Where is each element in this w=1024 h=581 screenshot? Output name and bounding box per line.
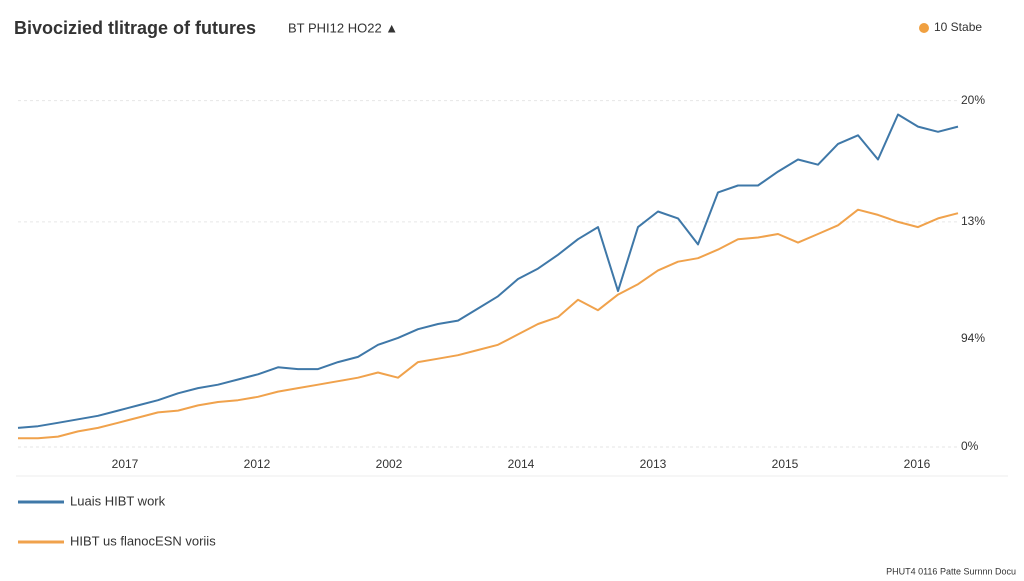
series-line (18, 208, 959, 440)
y-tick-label: 13% (961, 214, 985, 228)
chart-subtitle: BT PHI12 HO22 ▲ (288, 20, 398, 35)
chart-title: Bivocizied tlitrage of futures (14, 18, 256, 38)
y-tick-label: 0% (961, 439, 979, 453)
x-tick-label: 2013 (640, 457, 667, 471)
axis-annotation: 94% (961, 331, 985, 345)
legend-label: HIBT us flanocESN voriis (70, 533, 216, 548)
x-tick-label: 2012 (244, 457, 271, 471)
x-tick-label: 2017 (112, 457, 139, 471)
series-line (17, 113, 959, 429)
footer: PHUT4 0116 Patte Surnnn Docu (886, 566, 1016, 576)
x-tick-label: 2002 (376, 457, 403, 471)
legend-badge-dot (919, 23, 929, 33)
x-tick-label: 2014 (508, 457, 535, 471)
y-tick-label: 20% (961, 93, 985, 107)
x-tick-label: 2015 (772, 457, 799, 471)
legend-label: Luais HIBT work (70, 493, 166, 508)
x-tick-label: 2016 (904, 457, 931, 471)
legend-badge: 10 Stabe (934, 20, 982, 34)
